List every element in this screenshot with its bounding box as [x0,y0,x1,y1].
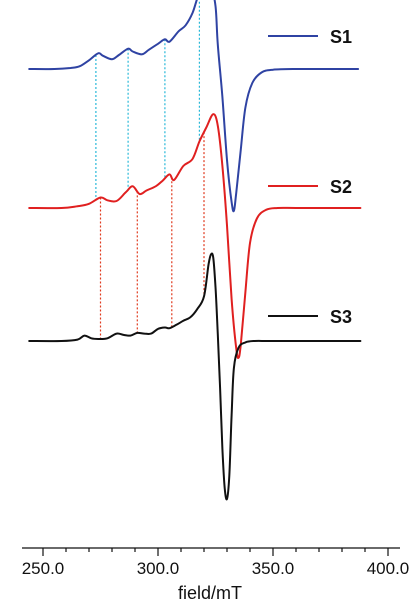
guide-lines [95,0,205,339]
x-axis: 250.0 300.0 350.0 400.0 field/mT [22,547,410,603]
x-tick-label: 300.0 [137,559,180,578]
x-tick-label: 400.0 [367,559,410,578]
trace-s3 [28,252,362,501]
x-tick-label: 250.0 [22,559,65,578]
legend: S1 S2 S3 [268,27,352,327]
legend-label-s3: S3 [330,307,352,327]
x-tick-label: 350.0 [252,559,295,578]
spectrum-traces [28,0,362,501]
trace-s2 [28,113,362,359]
x-axis-title: field/mT [178,583,242,603]
legend-label-s1: S1 [330,27,352,47]
legend-label-s2: S2 [330,177,352,197]
trace-s1 [28,0,360,213]
